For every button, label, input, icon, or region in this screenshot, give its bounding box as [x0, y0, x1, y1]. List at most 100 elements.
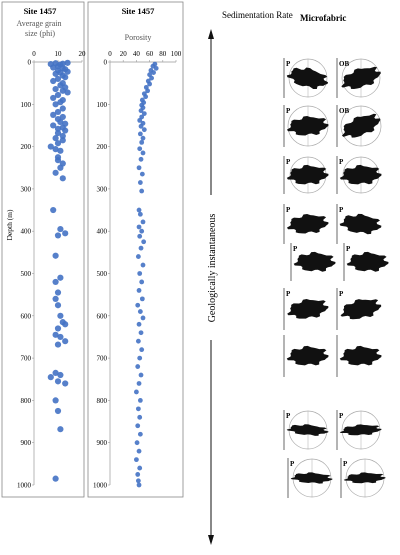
- data-point: [52, 252, 59, 259]
- data-point: [134, 457, 139, 463]
- data-point: [59, 113, 66, 121]
- fabric-label: P: [339, 206, 344, 214]
- fabric-diagram: P: [283, 58, 329, 98]
- data-point: [62, 230, 69, 237]
- fabric-blob: [286, 115, 329, 136]
- y-tick-label: 100: [21, 101, 32, 109]
- data-point: [54, 289, 62, 296]
- y-tick-label: 700: [21, 355, 32, 363]
- data-point: [140, 135, 146, 141]
- fabric-blob: [286, 424, 329, 436]
- y-tick-label: 700: [97, 355, 108, 363]
- grain-size-panel: Site 1457 Average grain size (phi) Depth…: [1, 1, 86, 498]
- fabric-label: P: [293, 245, 298, 253]
- data-point: [64, 68, 71, 75]
- x-tick-label: 80: [159, 50, 167, 58]
- data-point: [62, 338, 69, 345]
- grain-size-subtitle-line1: Average grain: [17, 19, 62, 28]
- y-tick-label: 800: [21, 397, 32, 405]
- x-tick-label: 20: [120, 50, 128, 58]
- data-point: [136, 165, 142, 171]
- y-tick-label: 500: [97, 270, 108, 278]
- data-point: [54, 378, 62, 385]
- data-point: [138, 123, 144, 129]
- data-point: [59, 175, 66, 182]
- data-point: [54, 140, 62, 147]
- data-point: [135, 254, 141, 259]
- porosity-subtitle: Porosity: [125, 33, 152, 42]
- fabric-label: P: [339, 290, 344, 298]
- sedimentation-rate-arrow: Sedimentation Rate Geologically instanta…: [207, 10, 293, 545]
- data-point: [54, 325, 62, 332]
- y-tick-label: 300: [97, 185, 108, 193]
- data-point: [140, 150, 146, 156]
- data-point: [137, 398, 143, 403]
- data-point: [135, 406, 141, 412]
- data-point: [139, 296, 145, 302]
- y-tick-label: 400: [97, 228, 108, 236]
- y-tick-label: 900: [97, 439, 108, 447]
- fabric-blob: [286, 67, 329, 90]
- data-point: [136, 288, 142, 293]
- data-point: [52, 369, 59, 377]
- data-point: [54, 91, 62, 99]
- data-point: [139, 347, 145, 353]
- data-point: [50, 111, 57, 118]
- grain-size-points: [47, 59, 71, 482]
- data-point: [139, 171, 145, 177]
- data-point: [139, 188, 145, 194]
- microfabric-row: [283, 335, 382, 377]
- data-point: [139, 279, 145, 285]
- microfabric-title: Microfabric: [300, 13, 346, 23]
- y-tick-label: 100: [97, 101, 108, 109]
- data-point: [57, 225, 64, 233]
- data-point: [137, 431, 143, 437]
- data-point: [50, 64, 57, 71]
- fabric-label: P: [339, 158, 344, 166]
- microfabric-panels: P OBP OBP PP PP PP PP PP P: [283, 58, 389, 498]
- data-point: [134, 440, 140, 446]
- fabric-label: P: [286, 412, 291, 420]
- data-point: [52, 85, 59, 93]
- data-point: [47, 143, 54, 150]
- fabric-blob: [339, 424, 382, 436]
- data-point: [57, 99, 64, 106]
- y-tick-label: 300: [21, 185, 32, 193]
- data-point: [47, 374, 54, 381]
- data-point: [64, 59, 71, 66]
- y-tick-label: 0: [28, 59, 32, 67]
- data-point: [143, 94, 149, 100]
- fabric-blob: [293, 251, 336, 272]
- data-point: [137, 309, 143, 314]
- data-point: [138, 245, 144, 251]
- data-point: [138, 108, 144, 114]
- data-point: [57, 82, 64, 89]
- fabric-blob: [290, 472, 333, 484]
- data-point: [137, 117, 143, 123]
- data-point: [136, 448, 142, 454]
- fabric-blob: [287, 298, 329, 319]
- microfabric-row: P OB: [283, 58, 381, 98]
- data-point: [145, 88, 151, 94]
- x-tick-label: 60: [146, 50, 154, 58]
- fabric-blob: [339, 164, 382, 185]
- data-point: [52, 135, 59, 142]
- data-point: [151, 70, 156, 75]
- data-point: [57, 164, 64, 171]
- data-point: [57, 274, 64, 281]
- fabric-diagram: P: [290, 243, 336, 281]
- data-point: [141, 111, 147, 117]
- porosity-axes: 0 20 40 60 80 1000100200300400500600700800900…: [93, 50, 182, 490]
- data-point: [59, 137, 66, 144]
- data-point: [54, 407, 62, 415]
- arrow-head-up: [208, 29, 214, 39]
- fabric-diagram: [336, 335, 382, 377]
- data-point: [62, 380, 69, 387]
- microfabric-row: P OB: [283, 105, 382, 147]
- data-point: [54, 302, 62, 309]
- x-tick-label: 0: [32, 50, 36, 58]
- data-point: [137, 211, 143, 217]
- data-point: [138, 156, 144, 162]
